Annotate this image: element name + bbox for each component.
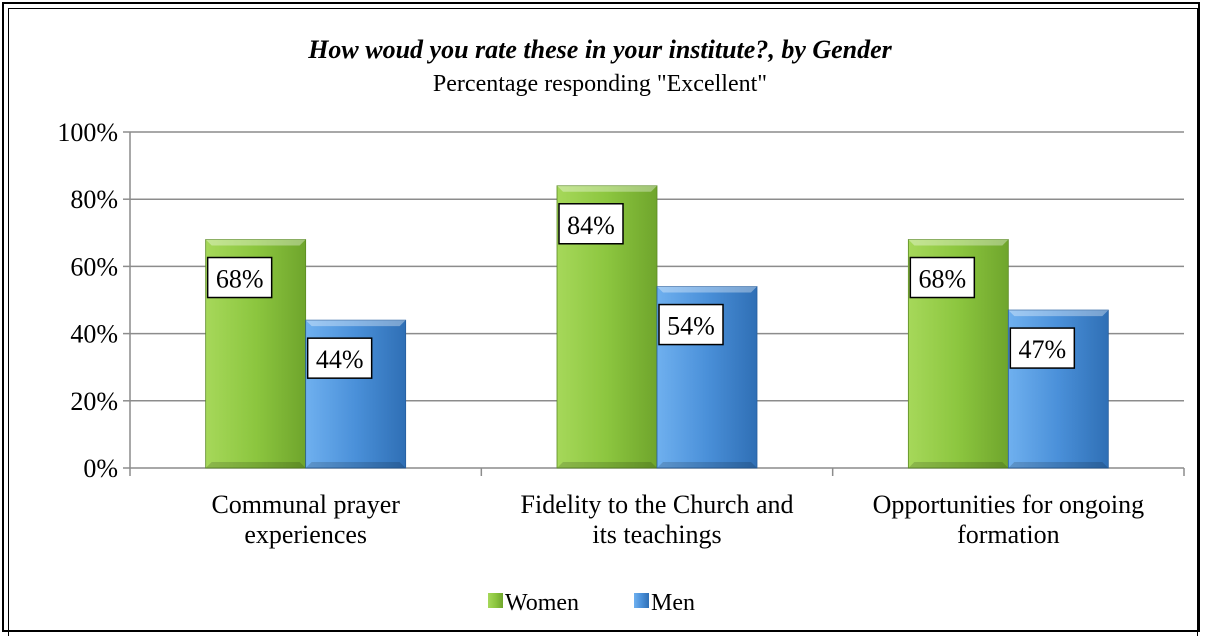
bars bbox=[205, 185, 1109, 469]
data-label-men: 54% bbox=[667, 312, 715, 341]
y-tick-label: 60% bbox=[70, 252, 118, 281]
data-label-box bbox=[909, 256, 976, 299]
bar-bevel-top bbox=[305, 320, 406, 327]
bar-bevel-top bbox=[205, 239, 306, 246]
bar-bevel-bottom bbox=[657, 462, 757, 468]
y-tick-label: 40% bbox=[70, 320, 118, 349]
chart-subtitle: Percentage responding "Excellent" bbox=[433, 71, 767, 97]
data-label-box bbox=[658, 303, 724, 346]
category-label: its teachings bbox=[592, 520, 721, 549]
bar-bevel-bottom bbox=[908, 462, 1009, 468]
data-labels: 68% 44% 84% 54% 68% 47% bbox=[206, 203, 1076, 379]
category-label: Communal prayer bbox=[211, 490, 400, 519]
legend-swatch-men bbox=[634, 593, 649, 608]
bar-bevel-top bbox=[908, 239, 1009, 246]
chart-frame-inner bbox=[8, 8, 1198, 636]
bar-bevel-top bbox=[557, 185, 657, 192]
y-tick-label: 20% bbox=[70, 387, 118, 416]
bar-bevel-top bbox=[657, 286, 757, 293]
data-label-box bbox=[206, 256, 273, 299]
data-label-men: 44% bbox=[316, 345, 364, 374]
category-label: Opportunities for ongoing bbox=[873, 490, 1145, 519]
bar-bevel-bottom bbox=[557, 462, 657, 468]
data-label-women: 84% bbox=[567, 211, 615, 240]
data-label-men: 47% bbox=[1018, 335, 1066, 364]
legend-swatch-women bbox=[488, 593, 503, 608]
data-label-women: 68% bbox=[918, 265, 966, 294]
data-label-box bbox=[558, 203, 624, 245]
bar-bevel-top bbox=[1008, 310, 1109, 317]
legend-item-women: Women bbox=[488, 590, 579, 616]
legend-label-women: Women bbox=[505, 590, 579, 616]
legend-item-men: Men bbox=[634, 590, 695, 616]
category-label: Fidelity to the Church and bbox=[521, 490, 794, 519]
data-label-box bbox=[306, 337, 373, 379]
y-tick-label: 100% bbox=[57, 118, 118, 147]
bar-bevel-bottom bbox=[205, 462, 306, 468]
chart-title: How woud you rate these in your institut… bbox=[307, 35, 892, 64]
y-tick-label: 80% bbox=[70, 185, 118, 214]
bar-bevel-bottom bbox=[1008, 462, 1109, 468]
category-label: experiences bbox=[244, 520, 367, 549]
axes: 0% 20% 40% 60% 80% 100% bbox=[57, 118, 1185, 483]
category-label: formation bbox=[957, 520, 1060, 549]
legend: Women Men bbox=[488, 590, 695, 616]
bar-bevel-bottom bbox=[305, 462, 406, 468]
legend-label-men: Men bbox=[651, 590, 695, 616]
data-label-box bbox=[1009, 327, 1076, 369]
y-tick-label: 0% bbox=[83, 454, 118, 483]
data-label-women: 68% bbox=[216, 265, 264, 294]
